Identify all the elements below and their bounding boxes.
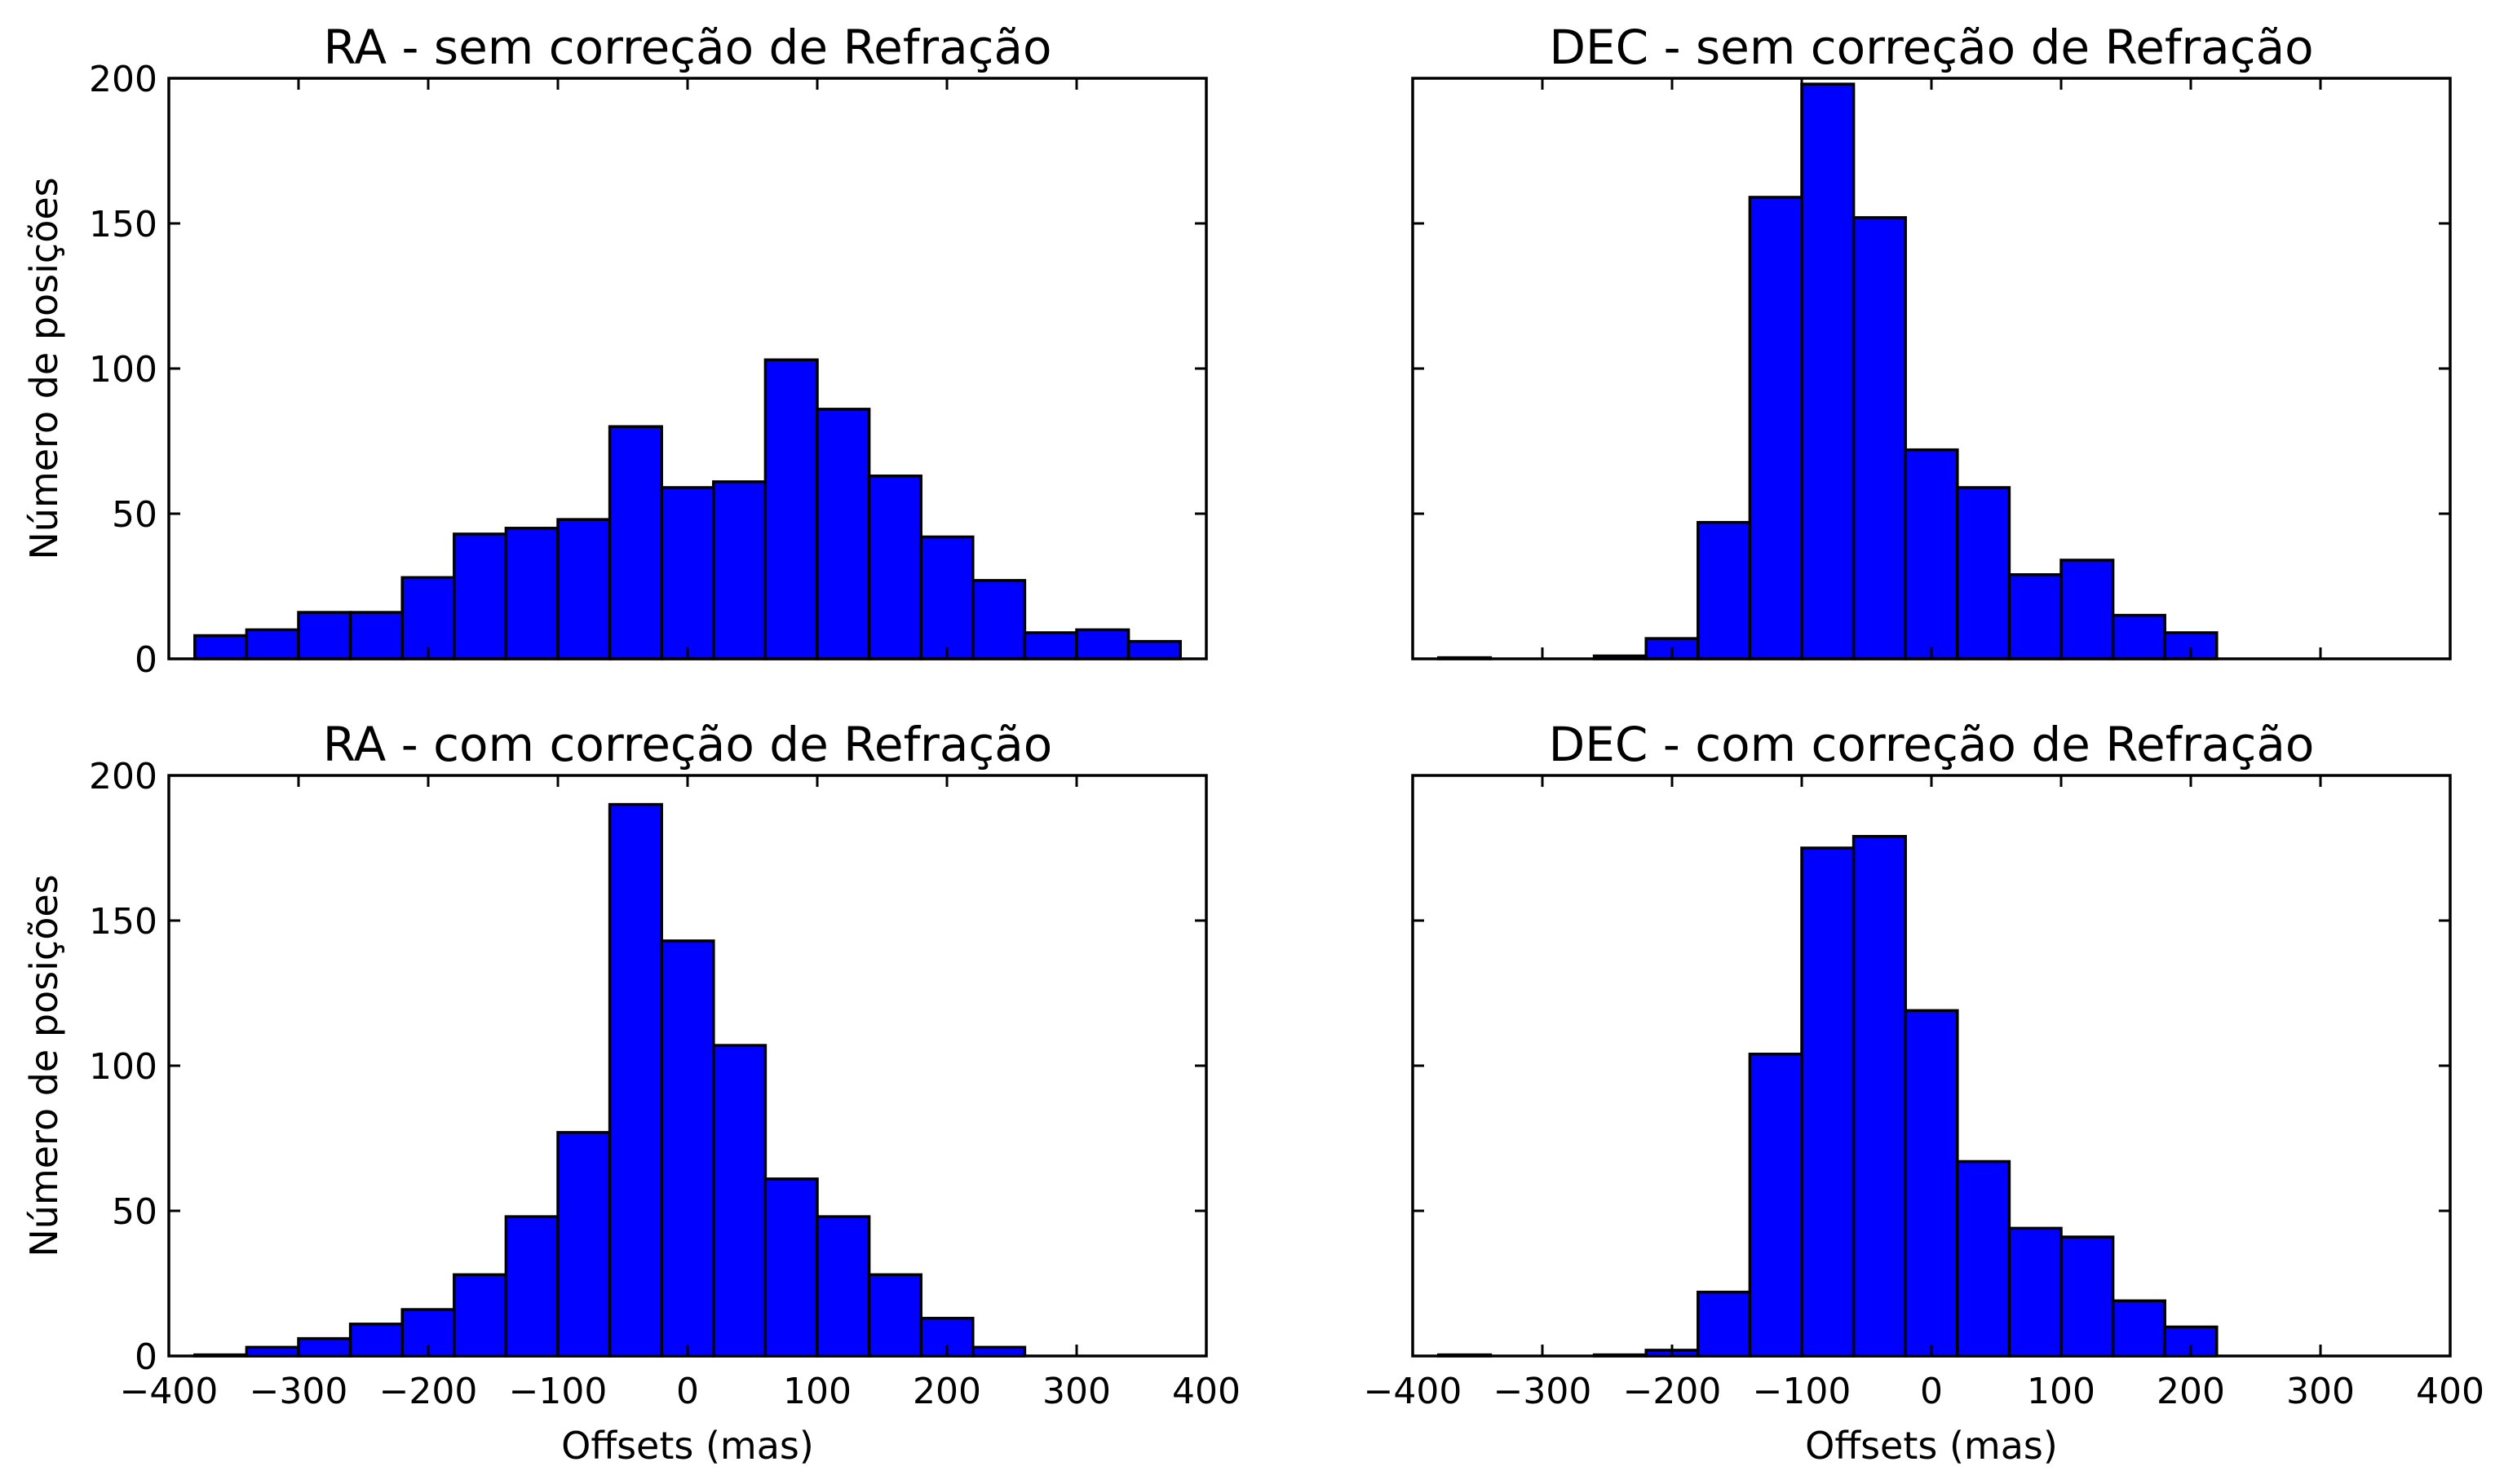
histogram-bar [2111, 1299, 2166, 1358]
x-tick-label: 300 [2286, 1371, 2355, 1412]
x-tick-label: 100 [783, 1371, 852, 1412]
histogram-bar [660, 939, 715, 1358]
x-tick-label: −300 [1493, 1371, 1592, 1412]
histogram-bar [400, 1308, 456, 1358]
y-tick-label: 200 [89, 59, 157, 100]
x-tick-label: −400 [120, 1371, 219, 1412]
chart-title: RA - com correção de Refração [323, 717, 1053, 772]
histogram-bar [556, 1131, 612, 1358]
histogram-bar [919, 1316, 975, 1358]
histogram-bar [1800, 846, 1856, 1358]
bars [193, 358, 1182, 660]
histogram-bar [2007, 573, 2063, 660]
histogram-bar [971, 579, 1027, 660]
x-tick-label: 400 [1172, 1371, 1241, 1412]
x-tick-label: 300 [1042, 1371, 1111, 1412]
histogram-bar [348, 1323, 404, 1358]
histogram-bar [867, 474, 922, 660]
histogram-bar [400, 576, 456, 660]
histogram-bar [763, 1177, 819, 1358]
histogram-bar [2111, 613, 2166, 660]
bars [193, 802, 1027, 1358]
y-axis-label: Número de posições [22, 177, 66, 559]
histogram-bar [608, 802, 663, 1358]
y-tick-label: 150 [89, 204, 157, 245]
histogram-bar [763, 358, 819, 660]
panel-dec-sem: DEC - sem correção de Refração [1411, 20, 2452, 660]
x-tick-label: 0 [676, 1371, 699, 1412]
histogram-bar [2007, 1226, 2063, 1358]
x-tick-label: 200 [913, 1371, 981, 1412]
x-tick-label: 200 [2157, 1371, 2225, 1412]
histogram-bar [193, 634, 249, 660]
y-tick-label: 100 [89, 349, 157, 391]
chart-title: RA - sem correção de Refração [323, 20, 1051, 75]
x-tick-label: −400 [1364, 1371, 1462, 1412]
histogram-bar [712, 480, 768, 660]
x-axis-label: Offsets (mas) [1805, 1424, 2058, 1468]
histogram-bar [1697, 1290, 1752, 1358]
panel-dec-com: −400 −300 −200 −100 0 100 200 300 400 DEC - com c… [1364, 717, 2484, 1468]
histogram-bar [1956, 486, 2011, 660]
y-tick-label: 50 [112, 494, 157, 536]
histogram-bar [1075, 628, 1130, 660]
x-tick-label: −100 [509, 1371, 608, 1412]
histogram-bar [816, 1215, 871, 1358]
histogram-bar [556, 518, 612, 660]
x-tick-label: −100 [1753, 1371, 1851, 1412]
histogram-bar [608, 425, 663, 660]
histogram-bar [2059, 1235, 2115, 1358]
histogram-bar [1126, 639, 1182, 660]
x-tick-label: −200 [1623, 1371, 1722, 1412]
histogram-bar [919, 535, 975, 660]
chart-title: DEC - com correção de Refração [1549, 717, 2315, 772]
histogram-bar [867, 1273, 922, 1358]
y-tick-label: 100 [89, 1046, 157, 1088]
x-tick-label: −300 [250, 1371, 348, 1412]
histogram-bar [660, 486, 715, 660]
histogram-bar [1697, 520, 1752, 660]
histogram-bar [453, 532, 508, 660]
histogram-bar [297, 611, 352, 660]
histogram-bar [1851, 216, 1907, 660]
histogram-bar [2059, 559, 2115, 660]
histogram-bar [1748, 1053, 1803, 1358]
histogram-bar [1904, 448, 1959, 660]
y-tick-label: 0 [135, 1336, 157, 1378]
histogram-bar [1800, 82, 1856, 660]
y-tick-label: 0 [135, 639, 157, 681]
histogram-bar [712, 1044, 768, 1358]
panel-ra-sem: 0 50 100 150 200 RA - sem correção de Refraçã… [22, 20, 1208, 681]
y-tick-label: 50 [112, 1191, 157, 1233]
x-tick-label: −200 [379, 1371, 478, 1412]
histogram-bar [1851, 835, 1907, 1358]
panel-ra-com: −400 −300 −200 −100 0 100 200 300 400 0 50 100 150 20… [22, 717, 1241, 1468]
histogram-bar [1023, 631, 1078, 660]
histogram-bar [1904, 1009, 1959, 1358]
histogram-bar [245, 628, 300, 660]
histogram-bar [453, 1273, 508, 1358]
bars [1437, 82, 2219, 660]
chart-title: DEC - sem correção de Refração [1549, 20, 2313, 75]
x-tick-label: 400 [2416, 1371, 2484, 1412]
x-tick-label: 0 [1920, 1371, 1943, 1412]
y-tick-label: 200 [89, 756, 157, 797]
x-tick-label: 100 [2027, 1371, 2095, 1412]
histogram-bar [348, 611, 404, 660]
histogram-bar [297, 1336, 352, 1358]
x-axis-label: Offsets (mas) [561, 1424, 814, 1468]
bars [1437, 835, 2219, 1358]
histogram-bar [816, 408, 871, 660]
histogram-bar [1748, 196, 1803, 660]
histogram-bar [1956, 1159, 2011, 1358]
histogram-bar [504, 527, 560, 660]
y-axis-label: Número de posições [22, 874, 66, 1257]
y-tick-label: 150 [89, 901, 157, 943]
histogram-bar [504, 1215, 560, 1358]
